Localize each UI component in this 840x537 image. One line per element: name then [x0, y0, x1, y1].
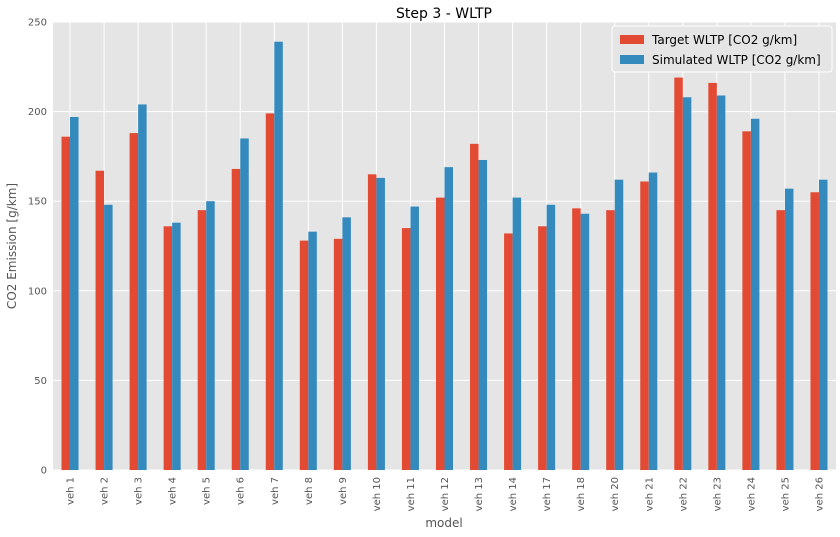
bar-simulated — [104, 204, 113, 470]
y-tick-label: 100 — [28, 286, 47, 297]
bar-simulated — [716, 95, 726, 471]
bar-simulated — [376, 177, 385, 471]
x-tick-label: veh 7 — [270, 477, 281, 505]
bar-target — [810, 192, 819, 471]
x-tick-label: veh 9 — [338, 477, 349, 505]
y-tick-label: 50 — [34, 376, 47, 387]
bar-simulated — [818, 179, 828, 471]
chart-title: Step 3 - WLTP — [396, 6, 492, 22]
bar-simulated — [138, 104, 147, 470]
bar-simulated — [308, 231, 317, 470]
bar-simulated — [546, 204, 556, 470]
x-axis-ticks: veh 1 veh 2 veh 3 veh 4 veh 5 veh 6 veh 7 veh 8… — [66, 477, 826, 511]
x-tick-label: veh 13 — [474, 477, 485, 511]
bar-simulated — [70, 116, 79, 470]
legend-box — [611, 25, 833, 73]
x-tick-label: veh 6 — [236, 477, 247, 505]
bar-target — [504, 233, 513, 470]
legend: Target WLTP [CO2 g/km] Simulated WLTP [C… — [611, 25, 833, 73]
legend-label-simulated: Simulated WLTP [CO2 g/km] — [652, 53, 821, 67]
x-axis-label: model — [425, 516, 462, 530]
y-tick-label: 200 — [28, 107, 47, 118]
bars — [61, 41, 828, 471]
bar-target — [197, 210, 207, 470]
x-tick-label: veh 25 — [780, 477, 791, 511]
x-tick-label: veh 21 — [644, 477, 655, 511]
y-axis-label: CO2 Emission [g/km] — [5, 183, 19, 309]
bar-simulated — [444, 167, 454, 471]
bar-simulated — [240, 138, 249, 471]
bar-target — [708, 82, 717, 470]
bar-simulated — [274, 41, 283, 470]
bar-target — [572, 208, 581, 471]
bar-target — [265, 113, 275, 470]
y-tick-label: 250 — [28, 18, 47, 29]
legend-label-target: Target WLTP [CO2 g/km] — [651, 33, 797, 47]
bar-simulated — [580, 213, 590, 470]
x-tick-label: veh 8 — [304, 477, 315, 505]
bar-simulated — [750, 118, 760, 470]
x-tick-label: veh 1 — [66, 477, 77, 505]
y-axis-ticks: 0 50 100 150 200 250 — [28, 18, 47, 477]
x-tick-label: veh 5 — [202, 477, 213, 505]
x-tick-label: veh 22 — [678, 477, 689, 511]
x-tick-label: veh 4 — [168, 477, 179, 505]
x-tick-label: veh 10 — [372, 477, 383, 511]
bar-simulated — [614, 179, 624, 471]
bar-simulated — [172, 222, 181, 470]
bar-target — [163, 226, 173, 470]
bar-target — [231, 168, 241, 470]
bar-simulated — [682, 97, 692, 470]
x-tick-label: veh 3 — [134, 477, 145, 505]
bar-simulated — [478, 159, 488, 470]
bar-simulated — [206, 201, 215, 470]
bar-target — [333, 238, 343, 470]
x-tick-label: veh 26 — [814, 477, 825, 511]
x-tick-label: veh 24 — [746, 477, 757, 511]
bar-target — [742, 131, 751, 470]
legend-swatch-simulated — [620, 55, 644, 64]
x-tick-label: veh 14 — [508, 477, 519, 511]
bar-target — [129, 133, 139, 470]
bar-target — [606, 210, 615, 470]
bar-simulated — [784, 188, 794, 470]
bar-target — [640, 181, 649, 470]
bar-target — [401, 228, 411, 470]
bar-target — [435, 197, 445, 470]
y-tick-label: 0 — [41, 466, 47, 477]
x-tick-label: veh 17 — [542, 477, 553, 511]
bar-target — [776, 210, 785, 470]
bar-target — [538, 226, 547, 470]
bar-target — [470, 143, 479, 470]
legend-swatch-target — [620, 35, 644, 44]
y-tick-label: 150 — [28, 197, 47, 208]
x-tick-label: veh 12 — [440, 477, 451, 511]
bar-target — [95, 170, 105, 470]
x-tick-label: veh 2 — [100, 477, 111, 505]
x-tick-label: veh 23 — [712, 477, 723, 511]
bar-target — [674, 77, 683, 470]
x-tick-label: veh 11 — [406, 477, 417, 511]
bar-target — [299, 240, 309, 470]
bar-simulated — [648, 172, 658, 470]
bar-simulated — [342, 217, 351, 470]
x-tick-label: veh 18 — [576, 477, 587, 511]
x-tick-label: veh 20 — [610, 477, 621, 511]
bar-simulated — [410, 206, 419, 471]
bar-target — [367, 174, 377, 470]
bar-simulated — [512, 197, 522, 470]
bar-target — [61, 136, 71, 471]
